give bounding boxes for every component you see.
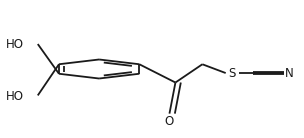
Text: HO: HO [6,38,24,51]
Text: HO: HO [6,90,24,103]
Text: N: N [285,67,294,79]
Text: O: O [165,115,174,128]
Text: S: S [229,67,236,79]
